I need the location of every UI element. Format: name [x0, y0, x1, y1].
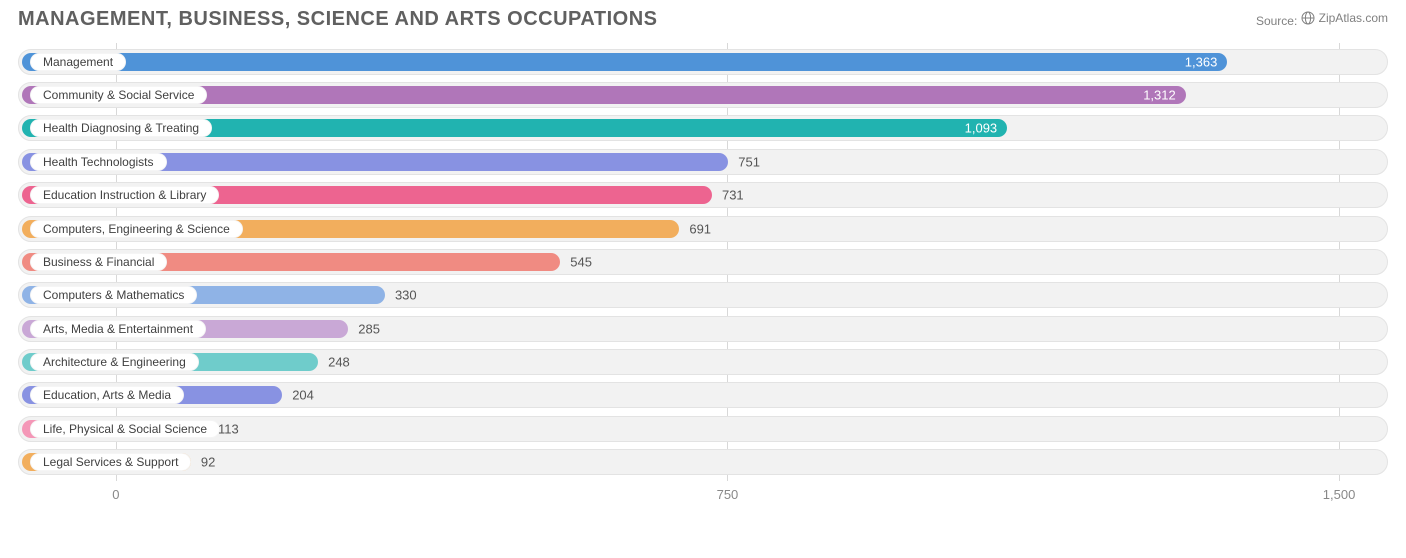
chart-area: Management 1,363 Community & Social Servic… — [0, 37, 1406, 523]
bar-category-label: Health Diagnosing & Treating — [30, 119, 212, 137]
bar-category-label: Computers, Engineering & Science — [30, 220, 243, 238]
bar-value-label: 731 — [722, 188, 744, 203]
bar-row: Life, Physical & Social Science113 — [18, 416, 1388, 442]
bar-row: Computers, Engineering & Science 691 — [18, 216, 1388, 242]
bar-value-label: 691 — [689, 221, 711, 236]
bar-row: Computers & Mathematics 330 — [18, 282, 1388, 308]
bar-row: Management 1,363 — [18, 49, 1388, 75]
bar-value-label: 330 — [395, 288, 417, 303]
source-prefix: Source: — [1256, 14, 1297, 28]
bar-value-label: 545 — [570, 254, 592, 269]
x-tick-label: 1,500 — [1323, 487, 1356, 502]
bar-value-label: 1,093 — [965, 121, 998, 136]
bar-row: Education, Arts & Media 204 — [18, 382, 1388, 408]
bar-category-label: Computers & Mathematics — [30, 286, 197, 304]
bar-row: Business & Financial 545 — [18, 249, 1388, 275]
bar-value-label: 1,312 — [1143, 88, 1176, 103]
bar-value-label: 1,363 — [1185, 54, 1218, 69]
bar-category-label: Education Instruction & Library — [30, 186, 219, 204]
bar-row: Arts, Media & Entertainment 285 — [18, 316, 1388, 342]
globe-icon — [1301, 11, 1315, 25]
bar-row: Architecture & Engineering 248 — [18, 349, 1388, 375]
bar-row: Community & Social Service 1,312 — [18, 82, 1388, 108]
x-tick-label: 0 — [112, 487, 119, 502]
bar-value-label: 751 — [738, 154, 760, 169]
chart-title: MANAGEMENT, BUSINESS, SCIENCE AND ARTS O… — [18, 8, 657, 31]
bar-category-label: Architecture & Engineering — [30, 353, 199, 371]
bar-value-label: 204 — [292, 388, 314, 403]
bar-track — [18, 449, 1388, 475]
bar-category-label: Life, Physical & Social Science — [30, 420, 220, 438]
bar-category-label: Education, Arts & Media — [30, 386, 184, 404]
x-axis: 0 750 1,500 — [18, 481, 1388, 523]
bar-value-label: 285 — [358, 321, 380, 336]
chart-source: Source: ZipAtlas.com — [1256, 11, 1388, 28]
bar-category-label: Arts, Media & Entertainment — [30, 320, 206, 338]
bar-category-label: Community & Social Service — [30, 86, 207, 104]
bar-container: Management 1,363 Community & Social Servic… — [18, 43, 1388, 481]
bar-category-label: Business & Financial — [30, 253, 167, 271]
chart-header: MANAGEMENT, BUSINESS, SCIENCE AND ARTS O… — [0, 0, 1406, 37]
bar-value-label: 113 — [218, 421, 239, 436]
bar-value-label: 248 — [328, 355, 350, 370]
source-logo: ZipAtlas.com — [1301, 11, 1388, 25]
bar-row: Health Diagnosing & Treating 1,093 — [18, 115, 1388, 141]
bar-row: Education Instruction & Library 731 — [18, 182, 1388, 208]
bar-category-label: Health Technologists — [30, 153, 167, 171]
bar-value-label: 92 — [201, 455, 215, 470]
source-name: ZipAtlas.com — [1319, 11, 1388, 25]
bar-row: Health Technologists 751 — [18, 149, 1388, 175]
bar-row: Legal Services & Support 92 — [18, 449, 1388, 475]
bar — [22, 53, 1227, 71]
bar-category-label: Management — [30, 53, 126, 71]
chart-plot: Management 1,363 Community & Social Servic… — [18, 43, 1388, 523]
x-tick-label: 750 — [717, 487, 739, 502]
bar-category-label: Legal Services & Support — [30, 453, 191, 471]
